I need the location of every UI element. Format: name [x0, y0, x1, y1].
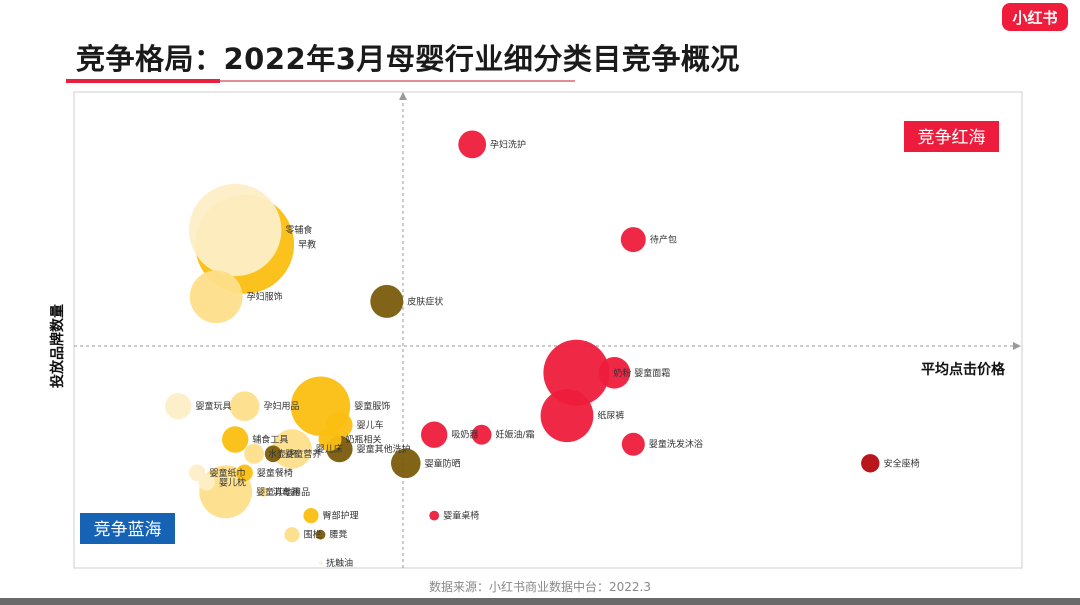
- bubble-12: [861, 454, 880, 473]
- bubble-label-5: 皮肤症状: [407, 295, 443, 307]
- brand-logo: 小红书: [1002, 3, 1068, 31]
- bubble-label-27: 婴童纸巾: [210, 467, 246, 479]
- bubble-label-26: 婴儿枕: [219, 476, 246, 488]
- quadrant-label-red-sea-text: 竞争红海: [918, 128, 986, 148]
- title-underline: [220, 80, 575, 82]
- quadrant-label-red-sea-bg: [904, 121, 999, 152]
- bubble-label-6: 奶粉: [613, 367, 631, 379]
- bubble-16: [165, 393, 192, 420]
- bubble-label-16: 婴童玩具: [196, 400, 232, 412]
- bubble-label-12: 安全座椅: [884, 457, 920, 469]
- bubble-4: [189, 270, 243, 324]
- vertical-axis-arrow: [399, 92, 407, 100]
- bubble-label-18: 婴儿车: [357, 419, 384, 431]
- bubble-3: [189, 183, 282, 277]
- bubble-1: [620, 227, 646, 253]
- bubble-9: [421, 421, 448, 448]
- bubble-label-32: 腰凳: [329, 530, 347, 541]
- bubble-33: [318, 561, 323, 565]
- bubble-label-33: 抚触油: [326, 557, 353, 569]
- bubble-label-30: 臀部护理: [323, 510, 359, 522]
- bubble-label-25: 婴童餐椅: [257, 467, 293, 479]
- bubble-label-8: 纸尿裤: [597, 410, 624, 422]
- bubble-label-11: 婴童洗发沐浴: [649, 438, 703, 450]
- bubble-label-9: 吸奶器: [451, 429, 478, 441]
- data-source-note: 数据来源：小红书商业数据中台：2022.3: [429, 580, 651, 594]
- bubble-label-17: 孕妇用品: [264, 400, 300, 412]
- bottom-strip: [0, 598, 1080, 605]
- quadrant-label-blue-sea-bg: [80, 513, 175, 544]
- bubble-7: [598, 357, 631, 389]
- bubble-label-21: 水壶/杯: [268, 448, 298, 460]
- bubble-label-15: 婴童服饰: [354, 400, 390, 412]
- bubble-32: [315, 529, 326, 540]
- title-underline-accent: [66, 79, 220, 83]
- bubble-5: [370, 284, 404, 318]
- bubble-label-19: 奶瓶相关: [346, 434, 382, 446]
- quadrant-label-blue-sea-text: 竞争蓝海: [94, 520, 162, 540]
- bubble-label-1: 待产包: [650, 234, 677, 246]
- bubble-25: [236, 464, 253, 482]
- bubble-22: [272, 429, 312, 469]
- bubble-21: [244, 443, 264, 464]
- page-title: 竞争格局：2022年3月母婴行业细分类目竞争概况: [76, 42, 740, 76]
- bubble-6: [543, 339, 610, 406]
- bubble-label-14: 婴童桌椅: [443, 510, 479, 522]
- bubble-label-20: 辅食工具: [252, 434, 288, 446]
- bubble-label-2: 早教: [298, 238, 316, 250]
- bubble-8: [540, 389, 594, 443]
- bubble-label-4: 孕妇服饰: [247, 291, 283, 303]
- bubble-10: [471, 424, 492, 445]
- bubble-11: [621, 432, 645, 456]
- bubble-label-0: 孕妇洗护: [490, 138, 526, 150]
- bubble-13: [391, 448, 421, 479]
- bubble-label-23: 婴童其他洗护: [357, 443, 411, 455]
- bubble-label-24: 婴童营养: [285, 448, 321, 460]
- bubble-label-7: 婴童面霜: [634, 367, 670, 379]
- bubble-27: [188, 464, 206, 482]
- bubble-label-10: 妊娠油/霜: [496, 429, 535, 441]
- bubble-label-3: 零辅食: [285, 224, 312, 236]
- bubble-20: [222, 426, 249, 453]
- x-axis-label: 平均点击价格: [921, 361, 1006, 378]
- bubble-label-29: 消毒器: [273, 486, 300, 498]
- bubble-31: [284, 527, 300, 543]
- bubble-label-31: 围栏: [304, 529, 322, 541]
- bubble-label-13: 婴童防晒: [425, 457, 461, 469]
- quadrant-label-red-sea: 竞争红海: [904, 121, 999, 152]
- bubble-30: [303, 507, 319, 524]
- horizontal-axis-arrow: [1013, 342, 1021, 350]
- bubble-24: [264, 445, 282, 463]
- bubble-label-28: 婴童其他用品: [256, 486, 310, 498]
- plot-frame: [73, 91, 1023, 569]
- y-axis-label: 投放品牌数量: [49, 304, 66, 388]
- bubble-0: [458, 130, 487, 159]
- bubble-14: [429, 510, 440, 521]
- bubble-17: [229, 391, 260, 422]
- bubble-19: [318, 428, 342, 451]
- bubble-label-22: 婴儿床: [316, 443, 343, 455]
- bubble-29: [258, 486, 269, 497]
- quadrant-label-blue-sea: 竞争蓝海: [80, 513, 175, 544]
- bubble-layer: [165, 130, 880, 565]
